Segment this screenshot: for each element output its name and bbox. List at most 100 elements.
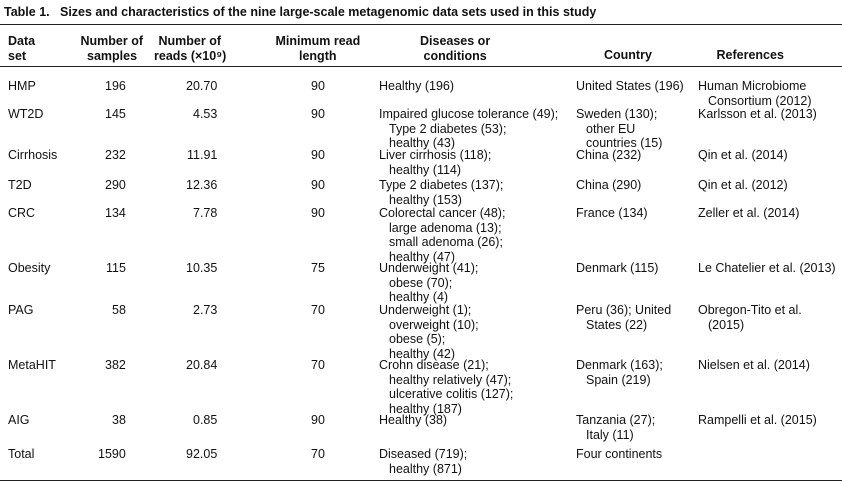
table-cell: Qin et al. (2012) xyxy=(698,178,788,192)
header-cell: Minimum read xyxy=(275,34,361,48)
table-cell: ulcerative colitis (127); xyxy=(389,387,514,401)
table-cell: 70 xyxy=(311,447,325,461)
table-cell: Sweden (130); xyxy=(576,107,658,121)
table-cell: WT2D xyxy=(8,107,44,121)
table-cell: Healthy (38) xyxy=(379,413,448,427)
table-cell: healthy relatively (47); xyxy=(389,372,512,387)
table-cell: Spain (219) xyxy=(586,372,651,387)
table-cell: Liver cirrhosis (118); xyxy=(379,148,492,162)
table-cell: Healthy (196) xyxy=(379,79,455,93)
table-cell: 38 xyxy=(112,413,126,427)
header-cell: Data xyxy=(8,34,36,48)
table-cell: 1590 xyxy=(98,447,126,461)
table-cell: Human Microbiome xyxy=(698,79,807,93)
header-cell: samples xyxy=(87,48,138,63)
header-cell: Number of xyxy=(158,34,222,48)
table-cell: healthy (43) xyxy=(389,136,456,150)
table-cell: CRC xyxy=(8,206,36,220)
table-cell: countries (15) xyxy=(586,136,663,150)
table-cell: healthy (47) xyxy=(389,249,456,264)
header-cell: Country xyxy=(604,48,652,62)
table-cell: 232 xyxy=(105,148,126,162)
table-cell: overweight (10); xyxy=(389,317,479,332)
table-cell: Type 2 diabetes (137); xyxy=(379,178,504,192)
table-cell: Obesity xyxy=(8,261,51,275)
table-cell: France (134) xyxy=(576,206,648,220)
header-cell: length xyxy=(299,48,337,63)
table-cell: 90 xyxy=(311,107,325,121)
table-cell: Type 2 diabetes (53); xyxy=(389,121,507,136)
table-cell: PAG xyxy=(8,303,34,317)
table-cell: 20.70 xyxy=(186,79,218,93)
table-cell: 4.53 xyxy=(193,107,218,121)
table-cell: Rampelli et al. (2015) xyxy=(698,413,817,427)
table-cell: other EU xyxy=(586,121,636,136)
table-cell: Underweight (1); xyxy=(379,303,472,317)
table-cell: United States (196) xyxy=(576,79,684,93)
header-cell: set xyxy=(8,48,27,63)
table-cell: 145 xyxy=(105,107,126,121)
table-cell: 2.73 xyxy=(193,303,218,317)
table-cell: Karlsson et al. (2013) xyxy=(698,107,817,121)
table-cell: Tanzania (27); xyxy=(576,413,656,427)
table-cell: 196 xyxy=(105,79,126,93)
table-cell: States (22) xyxy=(586,317,648,332)
table-cell: (2015) xyxy=(708,317,745,332)
table-cell: 70 xyxy=(311,303,325,317)
table-cell: 10.35 xyxy=(186,261,218,275)
table-cell: Impaired glucose tolerance (49); xyxy=(379,107,559,121)
table-cell: Italy (11) xyxy=(586,427,634,442)
table-cell: MetaHIT xyxy=(8,358,56,372)
table-cell: Denmark (115) xyxy=(576,261,659,275)
header-cell: Diseases or xyxy=(420,34,491,48)
table-cell: 7.78 xyxy=(193,206,218,220)
table-cell: Total xyxy=(8,447,35,461)
header-cell: conditions xyxy=(423,48,487,63)
table-cell: large adenoma (13); xyxy=(389,220,502,235)
table-cell: healthy (4) xyxy=(389,290,449,304)
table-cell: China (232) xyxy=(576,148,642,162)
table-cell: 115 xyxy=(106,261,126,275)
header-cell: References xyxy=(716,48,784,62)
table-cell: 12.36 xyxy=(186,178,218,192)
table-cell: T2D xyxy=(8,178,32,192)
header-rule xyxy=(0,66,842,67)
table-cell: HMP xyxy=(8,79,36,93)
header-cell: reads (×10⁹) xyxy=(154,48,227,63)
table-cell: Le Chatelier et al. (2013) xyxy=(698,261,836,275)
table-cell: 58 xyxy=(112,303,126,317)
table-cell: Qin et al. (2014) xyxy=(698,148,788,162)
table-cell: 90 xyxy=(311,206,325,220)
table-cell: Obregon-Tito et al. xyxy=(698,303,802,317)
table-cell: 75 xyxy=(311,261,325,275)
table-cell: AIG xyxy=(8,413,30,427)
table-cell: 134 xyxy=(105,206,126,220)
table-cell: Nielsen et al. (2014) xyxy=(698,358,810,372)
table-cell: 11.91 xyxy=(187,148,218,162)
table-cell: small adenoma (26); xyxy=(389,235,503,249)
table-cell: Colorectal cancer (48); xyxy=(379,206,506,220)
bottom-rule xyxy=(0,480,842,481)
table-cell: 90 xyxy=(311,79,325,93)
table-cell: 290 xyxy=(105,178,126,192)
table-cell: Diseased (719); xyxy=(379,447,468,461)
table-cell: healthy (114) xyxy=(389,162,462,177)
table-cell: Cirrhosis xyxy=(8,148,58,162)
table-cell: Peru (36); United xyxy=(576,303,672,317)
table-cell: obese (70); xyxy=(389,275,453,290)
table-cell: healthy (871) xyxy=(389,461,462,476)
table-cell: 90 xyxy=(311,413,325,427)
table-cell: 70 xyxy=(311,358,325,372)
caption-label: Table 1. xyxy=(4,5,50,19)
table-cell: China (290) xyxy=(576,178,642,192)
table-cell: healthy (153) xyxy=(389,192,462,207)
table-cell: 20.84 xyxy=(186,358,218,372)
table-cell: Crohn disease (21); xyxy=(379,358,489,372)
table-cell: Consortium (2012) xyxy=(708,93,812,108)
table-cell: 0.85 xyxy=(193,413,218,427)
table-cell: healthy (187) xyxy=(389,401,462,416)
table-cell: 92.05 xyxy=(186,447,218,461)
table-cell: healthy (42) xyxy=(389,346,456,361)
header-cell: Number of xyxy=(80,34,144,48)
